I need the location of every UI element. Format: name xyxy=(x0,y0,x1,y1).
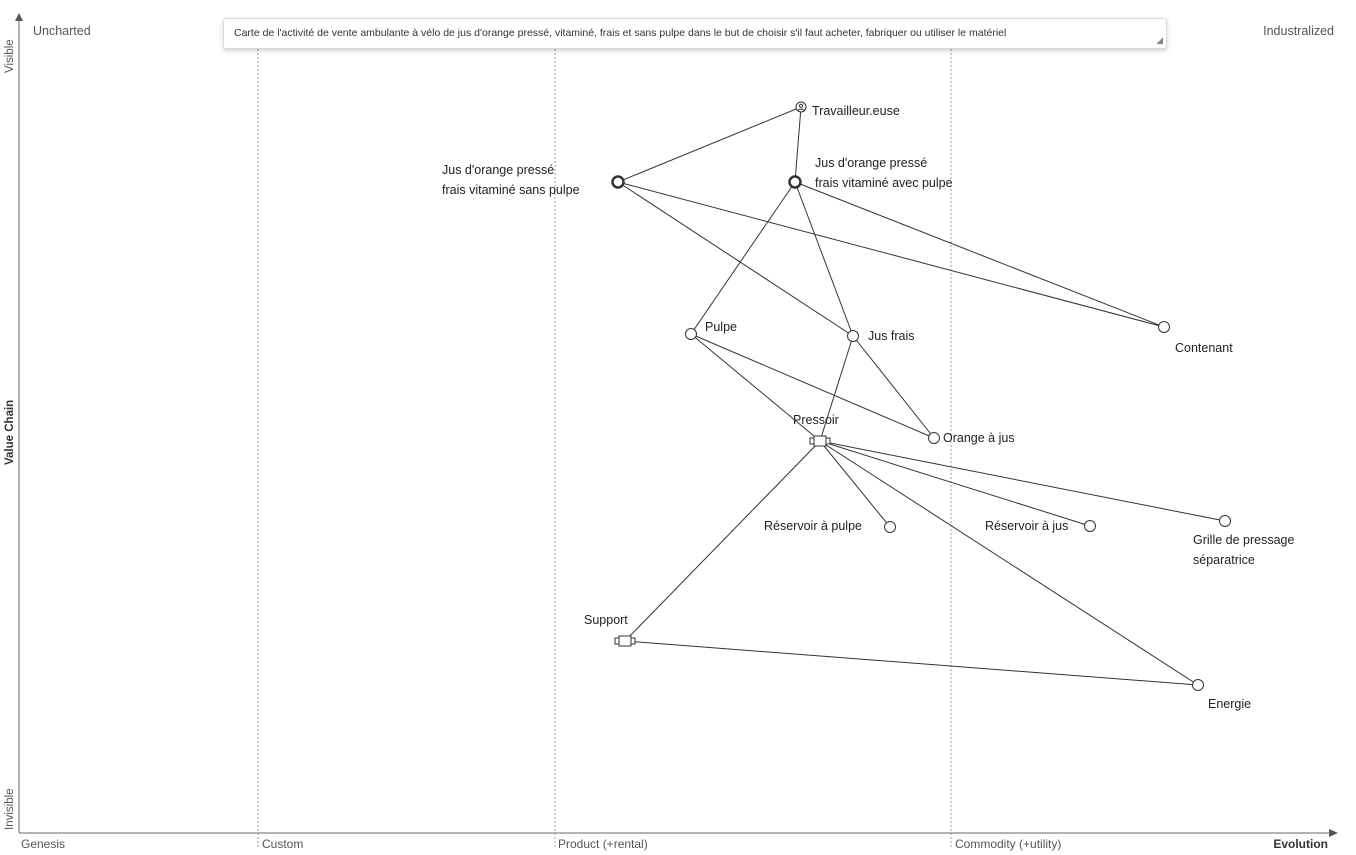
x-axis-title: Evolution xyxy=(1273,837,1328,851)
label-support[interactable]: Support xyxy=(584,613,628,627)
link-pressoir-grille xyxy=(819,440,1226,522)
label-grille[interactable]: Grille de pressage séparatrice xyxy=(1193,533,1295,567)
link-jus_sans-contenant xyxy=(617,181,1165,328)
stage-label-commodity: Commodity (+utility) xyxy=(955,837,1062,851)
link-jus_sans-jus_frais xyxy=(617,181,854,337)
node-contenant[interactable] xyxy=(1158,321,1170,333)
link-jus_avec-contenant xyxy=(794,181,1165,328)
link-jus_avec-jus_frais xyxy=(794,181,854,337)
corner-label-industrialized: Industralized xyxy=(1263,24,1334,38)
stage-label-genesis: Genesis xyxy=(21,837,66,851)
label-pulpe[interactable]: Pulpe xyxy=(705,320,737,334)
link-travailleur-jus_avec xyxy=(794,106,802,183)
link-jus_avec-pulpe xyxy=(690,181,796,335)
dependency-links xyxy=(617,106,1226,686)
corner-label-uncharted: Uncharted xyxy=(33,24,91,38)
label-reservoir-pulpe[interactable]: Réservoir à pulpe xyxy=(764,519,862,533)
link-pressoir-support xyxy=(624,440,821,642)
stage-label-product: Product (+rental) xyxy=(558,837,648,851)
node-pressoir[interactable] xyxy=(809,435,831,447)
label-contenant[interactable]: Contenant xyxy=(1175,341,1233,355)
y-axis-top-label: Visible xyxy=(4,39,16,73)
link-support-energie xyxy=(624,640,1199,686)
link-jus_frais-pressoir xyxy=(819,335,854,442)
label-travailleur[interactable]: Travailleur.euse xyxy=(812,104,900,118)
label-jus-sans-pulpe[interactable]: Jus d'orange pressé frais vitaminé sans p… xyxy=(442,163,580,197)
link-pulpe-orange xyxy=(690,333,935,439)
link-pressoir-res_pulpe xyxy=(819,440,891,528)
link-travailleur-jus_sans xyxy=(617,106,802,183)
label-pressoir[interactable]: Pressoir xyxy=(793,413,839,427)
label-orange-a-jus[interactable]: Orange à jus xyxy=(943,431,1015,445)
link-jus_frais-orange xyxy=(852,335,935,439)
node-energie[interactable] xyxy=(1192,679,1204,691)
node-orange[interactable] xyxy=(928,432,940,444)
y-axis-arrow xyxy=(15,13,23,21)
y-axis-title: Value Chain xyxy=(4,399,16,465)
label-reservoir-jus[interactable]: Réservoir à jus xyxy=(985,519,1069,533)
node-travailleur[interactable] xyxy=(795,101,807,113)
components xyxy=(611,101,1231,691)
node-res_jus[interactable] xyxy=(1084,520,1096,532)
map-title-text: Carte de l'activité de vente ambulante à… xyxy=(234,27,1007,39)
link-pulpe-pressoir xyxy=(690,333,821,442)
node-jus_frais[interactable] xyxy=(847,330,859,342)
resize-handle-icon[interactable]: ◢ xyxy=(1156,35,1163,45)
stage-label-custom: Custom xyxy=(262,837,304,851)
label-jus-frais[interactable]: Jus frais xyxy=(868,329,915,343)
node-grille[interactable] xyxy=(1219,515,1231,527)
node-pulpe[interactable] xyxy=(685,328,697,340)
node-res_pulpe[interactable] xyxy=(884,521,896,533)
x-axis-arrow xyxy=(1329,829,1338,837)
y-axis-bottom-label: Invisible xyxy=(4,788,16,830)
node-support[interactable] xyxy=(614,635,636,647)
label-jus-avec-pulpe[interactable]: Jus d'orange pressé frais vitaminé avec p… xyxy=(815,156,953,190)
map-title-textarea[interactable]: Carte de l'activité de vente ambulante à… xyxy=(223,18,1167,49)
node-jus_sans[interactable] xyxy=(611,175,625,189)
link-pressoir-res_jus xyxy=(819,440,1091,527)
link-pressoir-energie xyxy=(819,440,1199,686)
node-jus_avec[interactable] xyxy=(788,175,802,189)
label-energie[interactable]: Energie xyxy=(1208,697,1252,711)
